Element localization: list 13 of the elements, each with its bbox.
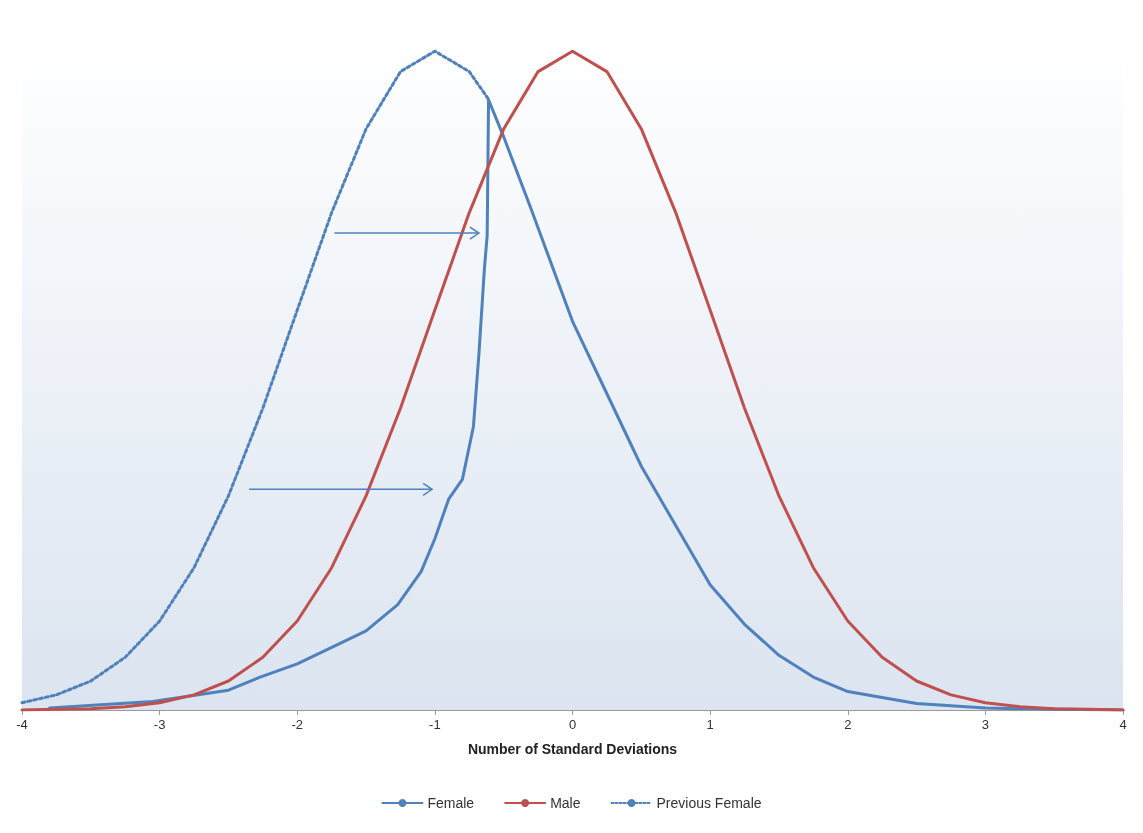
x-tick-label: 4 [1119,717,1127,732]
x-tick-label: -2 [291,717,304,732]
legend-label: Female [427,795,475,811]
x-tick-label: 2 [844,717,852,732]
x-tick-label: -3 [153,717,166,732]
x-tick-label: 0 [568,717,577,732]
x-axis-title: Number of Standard Deviations [467,741,678,757]
x-tick-label: -1 [429,717,441,732]
x-tick-label: 3 [981,717,989,732]
x-tick-label: -4 [16,717,28,732]
x-tick-label: 1 [706,717,714,732]
legend-label: Previous Female [656,795,762,811]
legend-label: Male [550,795,581,811]
